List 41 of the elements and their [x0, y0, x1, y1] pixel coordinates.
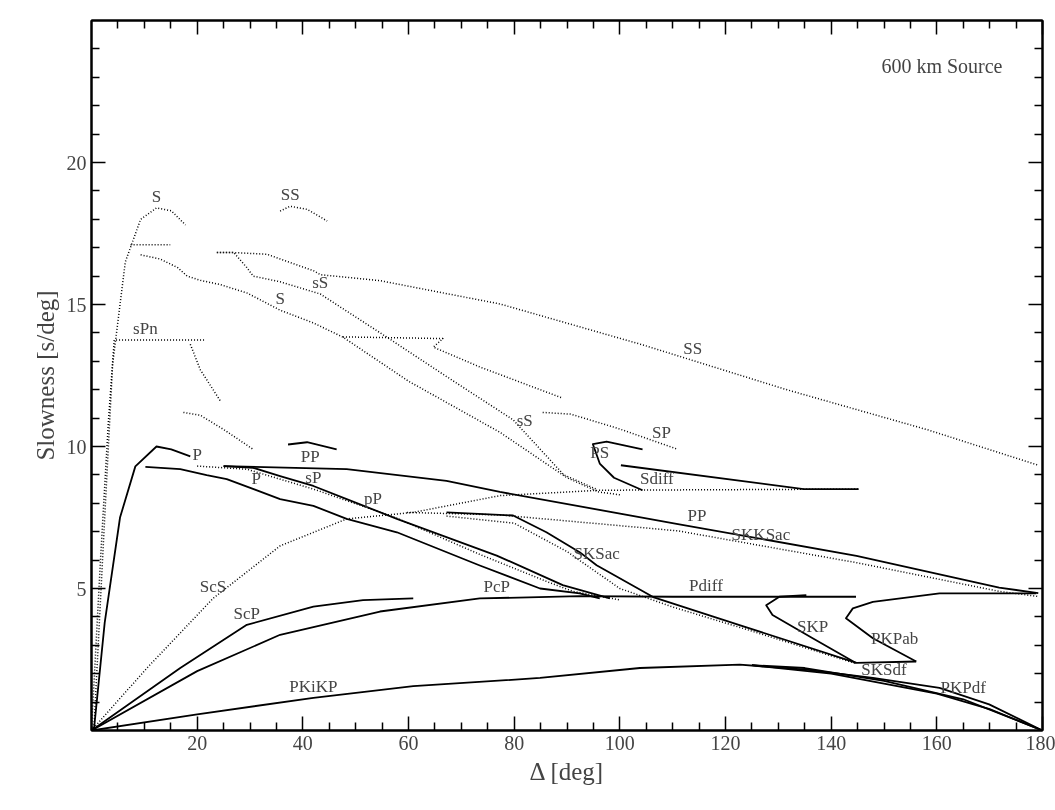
annotation: SKSdf — [861, 659, 908, 679]
annotation: sS — [312, 272, 329, 292]
annotation: SKKSac — [731, 524, 791, 544]
x-tick-label: 140 — [816, 731, 847, 754]
annotation: S — [151, 186, 162, 206]
annotation: SP — [652, 422, 672, 442]
x-tick-label: 20 — [187, 731, 208, 754]
annotation: PP — [687, 506, 707, 526]
annotation: sPn — [133, 319, 159, 338]
y-tick-label: 5 — [76, 577, 87, 600]
x-tick-label: 60 — [398, 731, 419, 754]
annotation: PP — [300, 447, 320, 467]
y-tick-label: 10 — [66, 435, 87, 458]
y-tick-label: 15 — [66, 293, 87, 316]
annotation: sP — [305, 468, 322, 488]
annotation: S — [275, 289, 285, 309]
annotation: PKPdf — [940, 678, 987, 698]
annotation: sS — [516, 411, 533, 431]
x-tick-label: 180 — [1025, 731, 1055, 754]
annotation: PKiKP — [289, 676, 338, 696]
annotation: PKPab — [870, 628, 919, 648]
x-tick-label: 120 — [710, 731, 741, 754]
annotation: pP — [364, 488, 383, 508]
x-tick-label: 100 — [604, 731, 635, 754]
annotation: PcP — [483, 577, 510, 597]
annotation: Pdiff — [689, 575, 724, 595]
annotation: SS — [683, 339, 703, 359]
y-axis-title: Slowness [s/deg] — [31, 290, 59, 461]
annotation: Sdiff — [639, 468, 674, 488]
annotation: SS — [280, 185, 300, 205]
y-tick-label: 20 — [66, 151, 87, 174]
annotation: P — [192, 445, 202, 465]
annotation: 600 km Source — [881, 54, 1003, 77]
x-axis-title: Δ [deg] — [529, 757, 604, 785]
x-tick-label: 80 — [504, 731, 525, 754]
x-tick-label: 160 — [921, 731, 952, 754]
x-tick-label: 40 — [292, 731, 313, 754]
annotation: SKP — [797, 617, 829, 637]
annotation: ScS — [199, 577, 227, 597]
annotation: P — [251, 469, 262, 489]
annotation: ScP — [233, 603, 261, 623]
